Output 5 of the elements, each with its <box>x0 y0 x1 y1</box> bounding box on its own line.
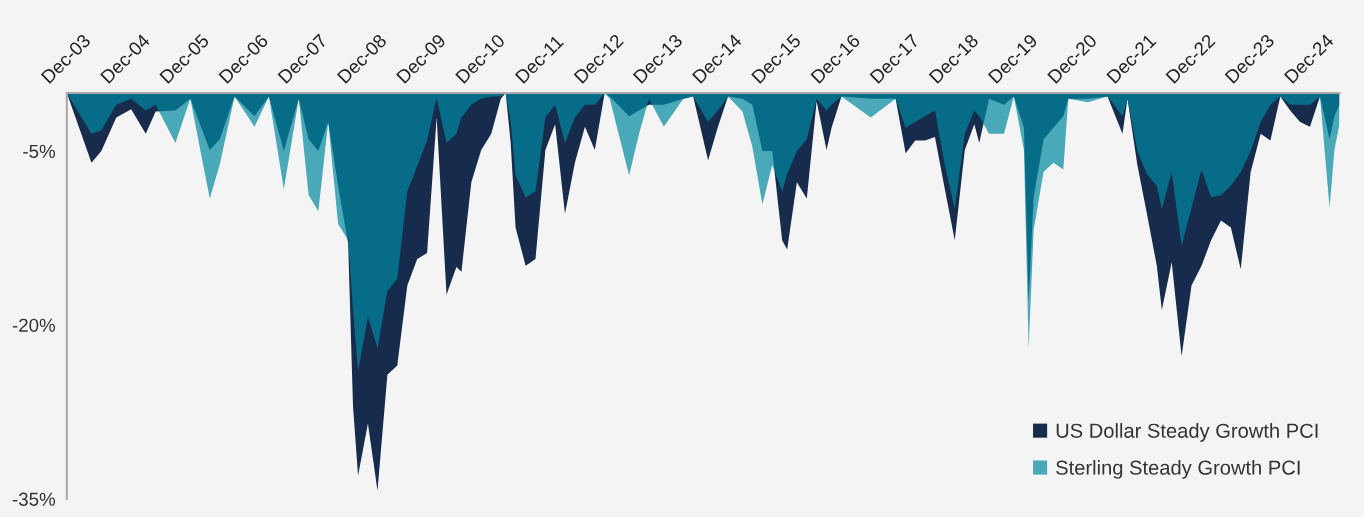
y-tick-label: -5% <box>23 144 56 159</box>
legend-label: Sterling Steady Growth PCI <box>1056 459 1300 479</box>
legend-label: US Dollar Steady Growth PCI <box>1056 423 1318 442</box>
y-tick-label: -20% <box>12 318 56 332</box>
y-tick-label: -35% <box>12 492 56 506</box>
